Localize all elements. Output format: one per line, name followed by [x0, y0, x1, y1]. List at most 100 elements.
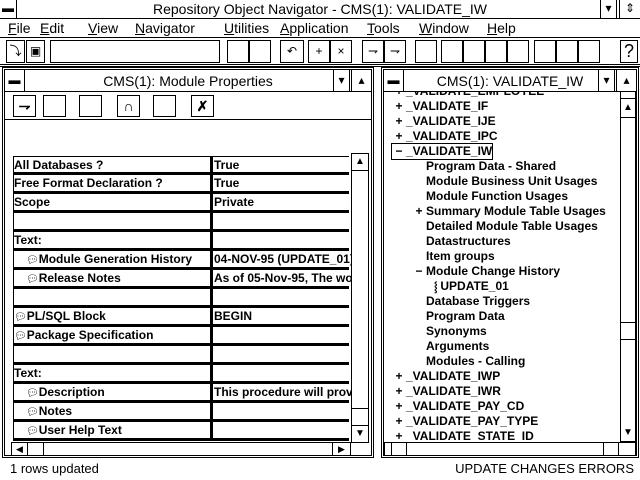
menu-application[interactable]: Application — [280, 19, 349, 37]
add-button[interactable]: + — [308, 40, 330, 63]
property-row[interactable]: 💬︎Release Notes As of 05-Nov-95, The worl — [13, 270, 352, 289]
tree-item[interactable]: − _VALIDATE_IW — [390, 143, 494, 160]
minimize-button[interactable]: ▾ — [598, 70, 615, 92]
property-value[interactable] — [210, 422, 352, 438]
collapse-minus-icon[interactable]: − — [395, 144, 403, 158]
scroll-up-arrow-icon[interactable]: ▲ — [355, 156, 365, 167]
tree-item[interactable]: + _VALIDATE_PAY_CD — [392, 399, 524, 414]
tool-button-2[interactable] — [249, 40, 271, 63]
tree-item[interactable]: Module Function Usages — [412, 189, 568, 204]
property-value[interactable] — [210, 289, 352, 305]
open-icon[interactable]: ⤵ — [6, 40, 25, 63]
tool-button-6[interactable] — [485, 40, 507, 63]
tree-item[interactable]: ⸾ UPDATE_01 — [420, 279, 509, 295]
property-row[interactable] — [13, 213, 349, 232]
tree-item[interactable]: + _VALIDATE_IJE — [392, 114, 495, 129]
tree-item[interactable]: Detailed Module Table Usages — [412, 219, 598, 234]
window-menu-button[interactable]: ▬ — [384, 70, 404, 92]
horizontal-scrollbar[interactable]: ◀ ▶ — [11, 442, 351, 456]
expand-plus-icon[interactable]: + — [395, 114, 403, 128]
property-value[interactable]: BEGIN — [210, 308, 352, 324]
property-value[interactable] — [210, 232, 352, 248]
tree-item[interactable]: + _VALIDATE_IF — [392, 99, 488, 114]
tree-item[interactable]: + _VALIDATE_IPC — [392, 129, 497, 144]
menu-utilities[interactable]: Utilities — [224, 19, 269, 37]
property-row[interactable]: 💬︎PL/SQL Block BEGIN — [13, 308, 349, 327]
expand-icon[interactable]: ⇁ — [362, 40, 384, 63]
tool-button-4[interactable] — [441, 40, 463, 63]
tree-item[interactable]: Arguments — [412, 339, 489, 354]
property-value[interactable]: 04-NOV-95 (UPDATE_01) — [210, 251, 352, 267]
expand-icon[interactable]: ⇁ — [13, 95, 36, 117]
scroll-left-arrow-icon[interactable]: ◀ — [12, 443, 28, 455]
property-value[interactable] — [210, 346, 352, 362]
property-value[interactable] — [210, 403, 352, 419]
collapse-minus-icon[interactable]: − — [415, 264, 423, 278]
property-value[interactable]: True — [210, 157, 352, 173]
tree-item[interactable]: + _VALIDATE_PAY_TYPE — [392, 414, 538, 429]
scroll-thumb[interactable] — [621, 322, 635, 340]
tree-item[interactable]: Module Business Unit Usages — [412, 174, 597, 189]
menu-file[interactable]: File — [8, 19, 31, 37]
tree-item[interactable]: Program Data - Shared — [412, 159, 556, 174]
tool-button-3[interactable] — [415, 40, 437, 63]
property-row[interactable]: 💬︎Package Specification — [13, 327, 349, 346]
tree-item[interactable]: Synonyms — [412, 324, 487, 339]
help-button[interactable]: ? — [620, 40, 638, 63]
property-row[interactable]: Text: — [13, 365, 349, 384]
system-menu-button[interactable]: ▬ — [0, 0, 17, 18]
tree-item[interactable]: Item groups — [412, 249, 495, 264]
expand-plus-icon[interactable]: + — [395, 369, 403, 383]
undo-button[interactable]: ↶ — [280, 40, 304, 63]
menu-edit[interactable]: Edit — [40, 19, 64, 37]
tool-button[interactable] — [153, 95, 176, 117]
tool-button-10[interactable] — [578, 40, 600, 63]
menu-tools[interactable]: Tools — [367, 19, 400, 37]
tool-button[interactable] — [43, 95, 66, 117]
property-value[interactable] — [210, 213, 352, 229]
tool-button-9[interactable] — [556, 40, 578, 63]
scroll-thumb[interactable] — [352, 408, 368, 426]
tree-item[interactable]: + _VALIDATE_IWR — [392, 384, 500, 399]
expand-plus-icon[interactable]: + — [395, 384, 403, 398]
property-value[interactable]: As of 05-Nov-95, The worl — [210, 270, 352, 286]
tree-item[interactable]: + _VALIDATE_IWP — [392, 369, 500, 384]
tool-button-8[interactable] — [534, 40, 556, 63]
property-value[interactable]: This procedure will provic — [210, 384, 352, 400]
collapse-icon[interactable]: ⇁ — [384, 40, 406, 63]
expand-plus-icon[interactable]: + — [415, 204, 423, 218]
property-row[interactable]: 💬︎Description This procedure will provic — [13, 384, 352, 403]
property-row[interactable]: 💬︎User Help Text — [13, 422, 349, 441]
menu-window[interactable]: Window — [419, 19, 469, 37]
vertical-scrollbar[interactable]: ▲ ▼ — [620, 92, 636, 442]
minimize-button[interactable]: ▾ — [333, 70, 350, 92]
property-row[interactable] — [13, 289, 349, 308]
pin-icon[interactable]: ✗ — [191, 95, 214, 117]
expand-plus-icon[interactable]: + — [395, 129, 403, 143]
tree-item[interactable]: Program Data — [412, 309, 505, 324]
scroll-thumb[interactable] — [28, 443, 44, 455]
property-row[interactable]: 💬︎Notes — [13, 403, 349, 422]
vertical-scrollbar[interactable]: ▲ ▼ — [351, 153, 369, 443]
tool-button-7[interactable] — [507, 40, 529, 63]
tool-button[interactable] — [79, 95, 102, 117]
property-row[interactable]: Text: — [13, 232, 349, 251]
scroll-up-arrow-icon[interactable]: ▲ — [621, 98, 635, 118]
tree-item[interactable]: + _VALIDATE_STATE_ID — [392, 429, 533, 441]
scroll-right-arrow-icon[interactable] — [603, 443, 619, 455]
property-row[interactable] — [13, 346, 349, 365]
tree-item[interactable]: Modules - Calling — [412, 354, 525, 369]
expand-plus-icon[interactable]: + — [395, 414, 403, 428]
menu-view[interactable]: View — [88, 19, 118, 37]
minimize-button[interactable]: ▾ — [600, 0, 617, 18]
menu-help[interactable]: Help — [487, 19, 516, 37]
scroll-down-arrow-icon[interactable]: ▼ — [623, 427, 633, 438]
scroll-down-arrow-icon[interactable]: ▼ — [355, 428, 365, 439]
expand-plus-icon[interactable]: + — [395, 429, 403, 441]
property-value[interactable] — [210, 327, 352, 343]
property-row[interactable]: Free Format Declaration ? True — [13, 175, 349, 194]
property-value[interactable]: True — [210, 175, 352, 191]
tree-item[interactable]: + Summary Module Table Usages — [412, 204, 605, 219]
tree-item[interactable]: Database Triggers — [412, 294, 530, 309]
menu-navigator[interactable]: Navigator — [135, 19, 195, 37]
